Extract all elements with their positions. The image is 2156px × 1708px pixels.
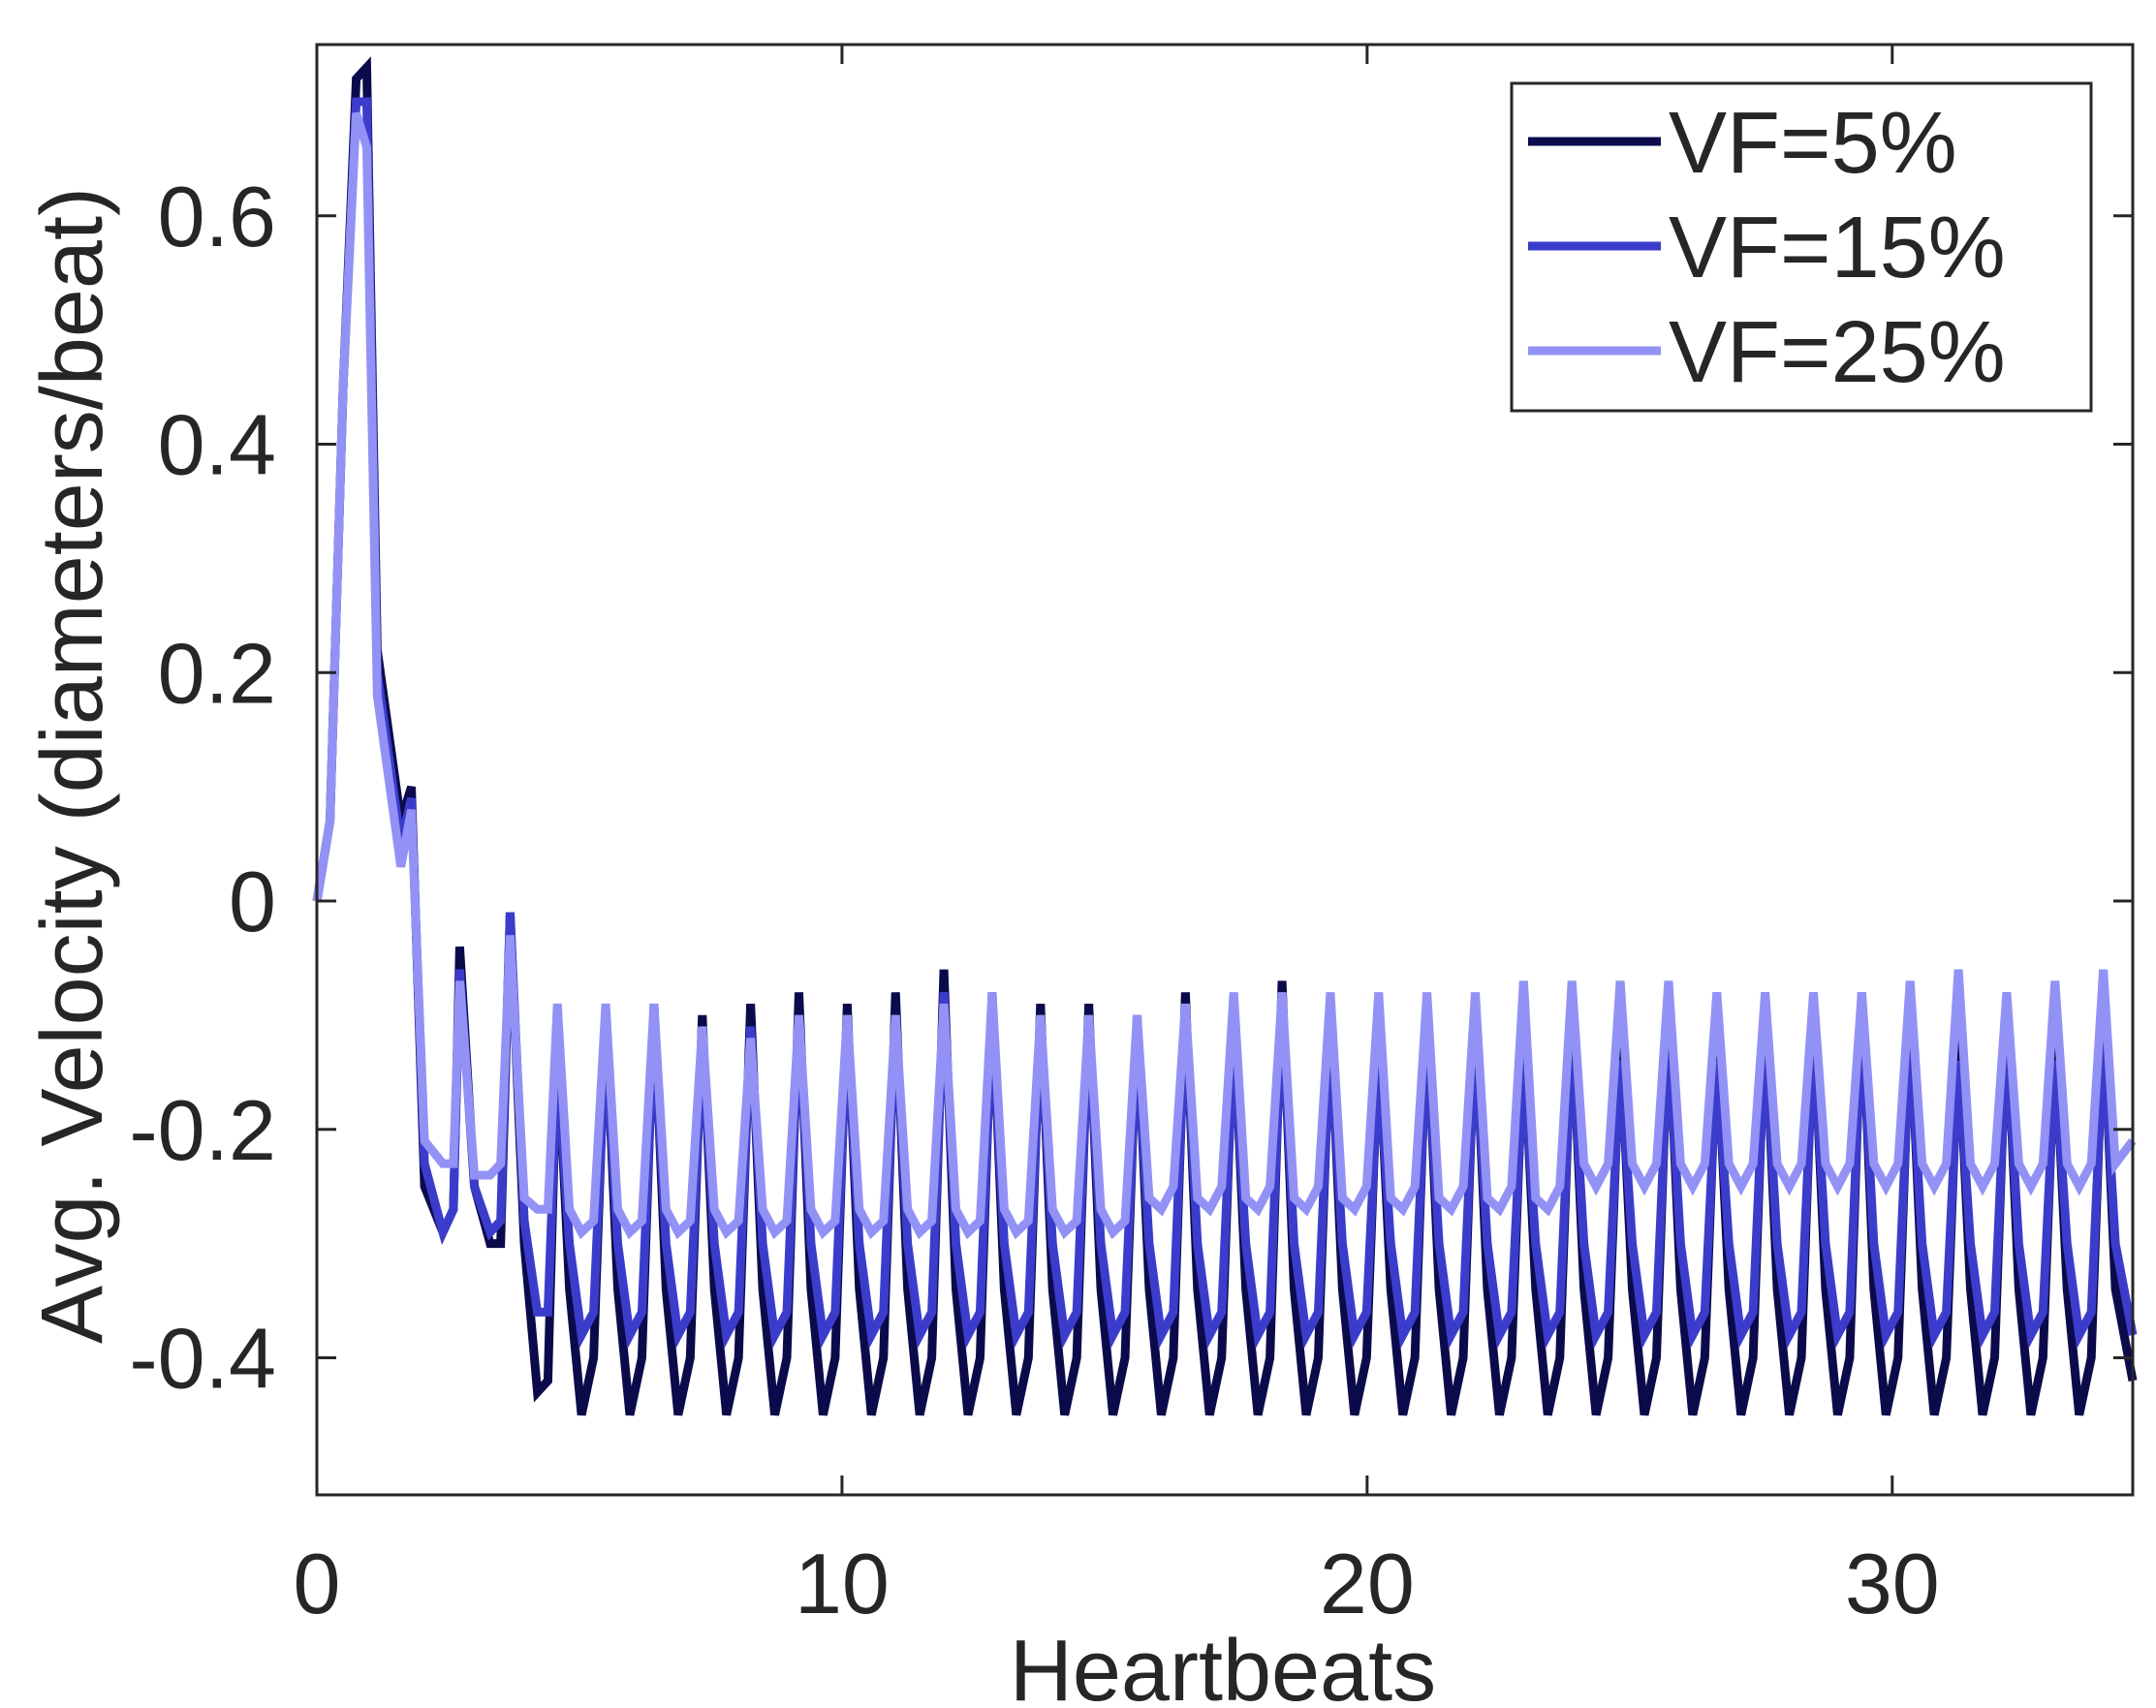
y-tick-label: -0.2 bbox=[129, 1082, 276, 1178]
y-axis-label: Avg. Velocity (diameters/beat) bbox=[24, 187, 121, 1344]
plot-lines bbox=[312, 56, 2138, 1416]
legend-label: VF=15% bbox=[1669, 200, 2006, 296]
x-tick-label: 30 bbox=[1845, 1536, 1940, 1631]
series-line bbox=[312, 111, 2137, 1240]
y-tick-label: 0.6 bbox=[158, 169, 276, 264]
x-axis-label: Heartbeats bbox=[1010, 1623, 1436, 1708]
y-tick-label: 0.4 bbox=[158, 397, 276, 493]
x-tick-label: 0 bbox=[294, 1536, 341, 1631]
y-tick-label: 0.2 bbox=[158, 625, 276, 721]
legend-label: VF=25% bbox=[1669, 304, 2006, 401]
legend-label: VF=5% bbox=[1669, 95, 1957, 192]
x-tick-label: 10 bbox=[795, 1536, 890, 1631]
axes-box bbox=[315, 43, 2135, 1497]
y-tick-label: -0.4 bbox=[129, 1311, 276, 1407]
x-tick-label: 20 bbox=[1320, 1536, 1415, 1631]
y-tick-label: 0 bbox=[229, 854, 276, 949]
series-line bbox=[312, 97, 2138, 1350]
